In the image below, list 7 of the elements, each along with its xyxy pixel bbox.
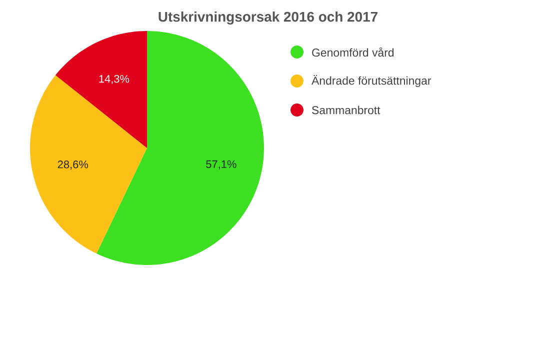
legend-label: Sammanbrott <box>312 106 380 114</box>
legend-label: Ändrade förutsättningar <box>312 75 432 87</box>
data-label: 14,3% <box>99 74 130 84</box>
data-label: 57,1% <box>206 160 236 170</box>
data-label: 28,6% <box>58 160 88 170</box>
legend-label: Genomförd vård <box>312 47 394 57</box>
chart-title: Utskrivningsorsak 2016 och 2017 <box>158 11 378 25</box>
